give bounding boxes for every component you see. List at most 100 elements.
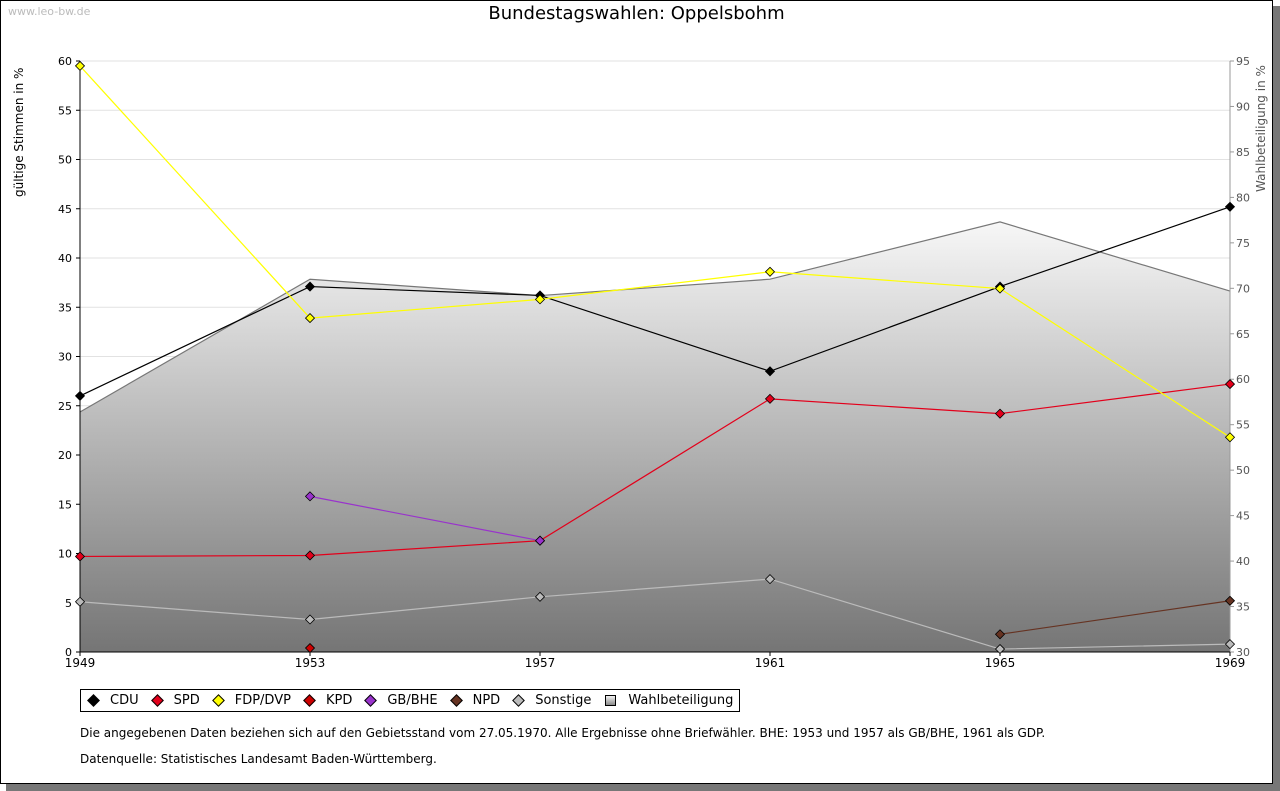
series-line-npd xyxy=(999,600,1231,635)
series-line-sonstige xyxy=(79,578,1231,650)
point-fdp-dvp-1953 xyxy=(304,313,316,324)
y2-tick-label: 75 xyxy=(1236,237,1250,250)
x-tick-label: 1961 xyxy=(755,656,786,670)
legend: CDU SPD FDP/DVP KPD GB/BHE NPD Sonstige … xyxy=(80,689,741,712)
y2-tick-label: 70 xyxy=(1236,282,1250,295)
y-tick-label: 15 xyxy=(58,498,72,511)
legend-marker-wahlbeteiligung xyxy=(605,695,617,706)
point-cdu-1961 xyxy=(764,366,776,377)
y2-tick-label: 35 xyxy=(1236,601,1250,614)
legend-label-spd: SPD xyxy=(173,693,200,708)
legend-label-sonstige: Sonstige xyxy=(535,693,592,708)
legend-marker-spd xyxy=(150,694,164,707)
legend-item-gbbhe: GB/BHE xyxy=(364,693,438,708)
y2-tick-label: 80 xyxy=(1236,191,1250,204)
x-tick-label: 1949 xyxy=(65,656,96,670)
y-tick-label: 25 xyxy=(58,400,72,413)
point-fdp-dvp-1969 xyxy=(1224,432,1236,443)
point-spd-1965 xyxy=(994,408,1006,419)
legend-label-gbbhe: GB/BHE xyxy=(387,693,438,708)
watermark: www.leo-bw.de xyxy=(8,5,91,18)
legend-item-spd: SPD xyxy=(150,693,200,708)
point-npd-1965 xyxy=(994,629,1006,640)
legend-marker-kpd xyxy=(303,694,316,707)
turnout-area xyxy=(79,221,1231,653)
footnote-gebietsstand: Die angegebenen Daten beziehen sich auf … xyxy=(80,726,1046,740)
legend-label-wahlbeteiligung: Wahlbeteiligung xyxy=(628,693,734,708)
x-tick-label: 1957 xyxy=(525,656,556,670)
point-sonstige-1961 xyxy=(764,574,776,585)
point-fdp-dvp-1957 xyxy=(534,294,546,305)
legend-marker-cdu xyxy=(87,694,100,707)
y2-tick-label: 85 xyxy=(1236,146,1250,159)
series-cdu xyxy=(74,201,1236,401)
y2-tick-label: 40 xyxy=(1236,555,1250,568)
point-fdp-dvp-1961 xyxy=(764,266,776,277)
series-lines xyxy=(74,60,1236,655)
y2-tick-label: 95 xyxy=(1236,55,1250,68)
legend-marker-npd xyxy=(449,694,463,707)
point-fdp-dvp-1965 xyxy=(994,283,1006,294)
point-sonstige-1949 xyxy=(74,596,86,607)
legend-item-kpd: KPD xyxy=(303,693,353,708)
legend-label-kpd: KPD xyxy=(325,693,353,708)
point-spd-1969 xyxy=(1224,379,1236,390)
x-tick-label: 1953 xyxy=(295,656,326,670)
y2-tick-label: 45 xyxy=(1236,510,1250,523)
legend-label-cdu: CDU xyxy=(110,693,139,708)
point-sonstige-1965 xyxy=(994,643,1006,655)
chart-title: Bundestagswahlen: Oppelsbohm xyxy=(488,3,785,24)
y-tick-label: 35 xyxy=(58,301,72,314)
turnout-line xyxy=(79,221,1231,413)
point-npd-1969 xyxy=(1224,595,1236,606)
point-gb-bhe-1953 xyxy=(304,491,316,502)
point-sonstige-1957 xyxy=(534,591,546,602)
series-npd xyxy=(994,595,1236,640)
series-line-cdu xyxy=(79,206,1231,397)
x-tick-label: 1969 xyxy=(1215,656,1246,670)
y-tick-label: 20 xyxy=(58,449,72,462)
legend-item-wahlbeteiligung: Wahlbeteiligung xyxy=(605,693,733,708)
frame-shadow-bottom xyxy=(6,784,1280,791)
legend-item-sonstige: Sonstige xyxy=(512,693,592,708)
series-line-spd xyxy=(79,383,1231,558)
y2-tick-label: 50 xyxy=(1236,464,1250,477)
footnote-datenquelle: Datenquelle: Statistisches Landesamt Bad… xyxy=(80,752,437,766)
y2-tick-label: 65 xyxy=(1236,328,1250,341)
point-sonstige-1953 xyxy=(304,614,316,625)
series-kpd xyxy=(304,642,316,654)
x-tick-label: 1965 xyxy=(985,656,1016,670)
y2-tick-label: 90 xyxy=(1236,100,1250,113)
y-tick-label: 45 xyxy=(58,203,72,216)
point-fdp-dvp-1949 xyxy=(74,60,86,71)
y-tick-label: 30 xyxy=(58,351,72,364)
series-fdp-dvp xyxy=(74,60,1236,443)
point-spd-1961 xyxy=(764,393,776,404)
series-gb-bhe xyxy=(304,491,546,546)
y-tick-label: 50 xyxy=(58,154,72,167)
turnout-area-fill xyxy=(80,221,1230,653)
legend-item-fdp: FDP/DVP xyxy=(211,693,291,708)
series-line-gb-bhe xyxy=(309,495,541,542)
legend-label-npd: NPD xyxy=(472,693,501,708)
point-cdu-1953 xyxy=(304,281,316,292)
y2-tick-label: 30 xyxy=(1236,646,1250,659)
series-sonstige xyxy=(74,574,1236,655)
legend-item-cdu: CDU xyxy=(87,693,139,708)
y2-tick-label: 55 xyxy=(1236,419,1250,432)
frame-shadow-right xyxy=(1273,6,1280,791)
y2-tick-label: 60 xyxy=(1236,373,1250,386)
y-tick-label: 5 xyxy=(65,597,72,610)
point-sonstige-1969 xyxy=(1224,639,1236,650)
point-kpd-1953 xyxy=(304,642,316,654)
legend-marker-sonstige xyxy=(512,694,526,707)
point-spd-1949 xyxy=(74,551,86,562)
legend-item-npd: NPD xyxy=(449,693,501,708)
y-tick-label: 60 xyxy=(58,55,72,68)
legend-marker-fdp xyxy=(211,694,225,707)
y-tick-label: 55 xyxy=(58,104,72,117)
legend-label-fdp: FDP/DVP xyxy=(234,693,291,708)
y-tick-label: 10 xyxy=(58,548,72,561)
series-line-fdp-dvp xyxy=(79,65,1231,438)
